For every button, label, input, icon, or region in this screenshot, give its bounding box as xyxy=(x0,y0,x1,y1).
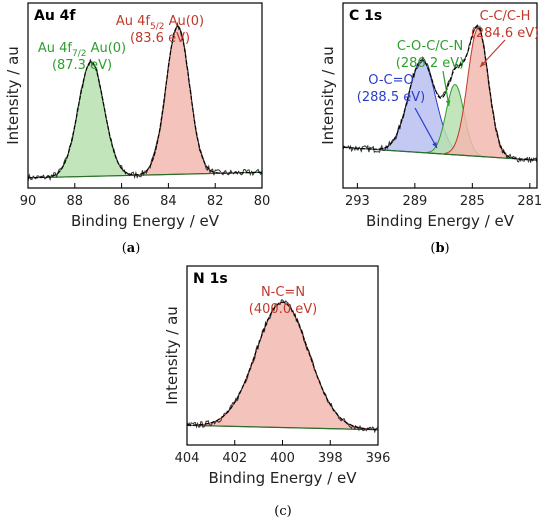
x-tick-label: 80 xyxy=(254,194,271,209)
y-axis-label: Intensity / au xyxy=(4,46,22,145)
panel-title: N 1s xyxy=(193,271,228,287)
label-arrow xyxy=(442,70,450,107)
y-axis-label: Intensity / au xyxy=(163,306,181,405)
envelope-c xyxy=(187,301,378,431)
x-tick-label: 281 xyxy=(517,194,542,209)
arrow-head xyxy=(480,61,486,67)
envelope-b xyxy=(342,25,537,161)
x-tick-label: 289 xyxy=(402,194,427,209)
peak-label: N-C=N xyxy=(261,285,305,300)
peak-value-label: (288.5 eV) xyxy=(357,90,425,105)
label-arrow xyxy=(479,39,506,68)
peak-value-label: (286.2 eV) xyxy=(396,56,464,71)
peak-label: C-O-C/C-N xyxy=(397,39,463,54)
peak-label: O-C=O xyxy=(368,73,414,88)
label-arrow xyxy=(414,107,438,149)
peak-c-0 xyxy=(197,301,368,431)
x-tick-label: 82 xyxy=(207,194,224,209)
peak-value-label: (87.3 eV) xyxy=(52,58,112,73)
peak-value-label: (284.6 eV) xyxy=(471,26,539,41)
x-tick-label: 90 xyxy=(20,194,37,209)
peak-a-0 xyxy=(49,61,133,178)
x-tick-label: 86 xyxy=(113,194,130,209)
panel-a: 90 88 86 84 82 80 Binding Energy / eV Intensity… xyxy=(4,2,271,256)
arrow-head xyxy=(445,100,451,106)
x-tick-label: 396 xyxy=(366,451,391,466)
panel-caption: (a) xyxy=(122,241,141,256)
x-tick-label: 285 xyxy=(460,194,485,209)
plot-frame-a xyxy=(27,2,263,189)
x-tick-label: 398 xyxy=(318,451,343,466)
x-tick-label: 293 xyxy=(345,194,370,209)
x-tick-label: 88 xyxy=(67,194,84,209)
x-tick-label: 400 xyxy=(270,451,295,466)
y-axis-label: Intensity / au xyxy=(319,46,337,145)
envelope-a xyxy=(28,25,262,179)
peak-value-label: (83.6 eV) xyxy=(130,31,190,46)
panel-title: C 1s xyxy=(349,8,382,24)
x-tick-label: 404 xyxy=(175,451,200,466)
x-tick-label: 402 xyxy=(222,451,247,466)
peak-a-1 xyxy=(139,25,216,176)
plot-frame-b xyxy=(342,2,538,189)
baseline-c xyxy=(186,424,379,431)
panel-caption: (b) xyxy=(430,241,449,256)
x-axis-label: Binding Energy / eV xyxy=(366,212,515,230)
panel-c: 404 402 400 398 396 Binding Energy / eV Intens… xyxy=(163,265,391,519)
panel-title: Au 4f xyxy=(34,8,76,24)
peak-value-label: (400.0 eV) xyxy=(249,302,317,317)
x-axis-label: Binding Energy / eV xyxy=(208,469,357,487)
x-axis-label: Binding Energy / eV xyxy=(71,212,220,230)
peak-label: Au 4f7/2 Au(0) xyxy=(38,41,126,59)
x-tick-label: 84 xyxy=(160,194,177,209)
arrow-head xyxy=(432,142,437,148)
peak-label: Au 4f5/2 Au(0) xyxy=(116,14,204,32)
peak-label: C-C/C-H xyxy=(480,9,531,24)
panel-caption: (c) xyxy=(274,504,291,519)
